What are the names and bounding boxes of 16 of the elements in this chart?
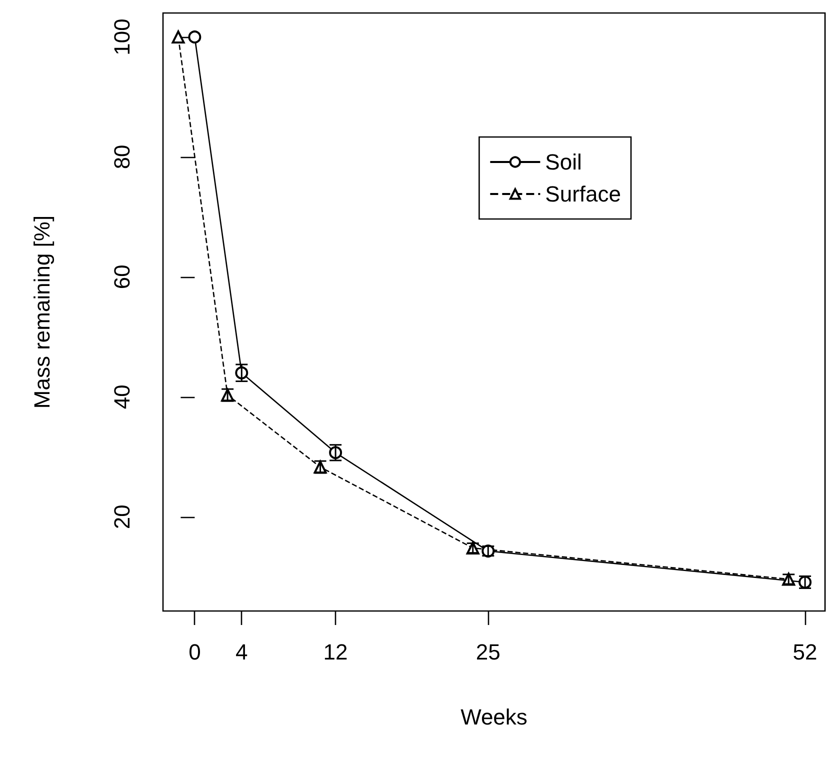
- x-tick-label: 52: [792, 640, 818, 664]
- x-tick-label: 12: [323, 640, 348, 664]
- point: [172, 30, 185, 44]
- legend-label: Soil: [545, 150, 582, 174]
- x-tick-label: 4: [236, 640, 248, 664]
- y-tick-label: 60: [110, 264, 134, 290]
- x-tick-label: 0: [188, 640, 201, 664]
- y-axis-title: Mass remaining [%]: [30, 215, 54, 409]
- y-tick-label: 80: [110, 144, 134, 170]
- x-tick-label: 25: [476, 640, 500, 664]
- y-tick-label: 40: [110, 384, 134, 410]
- x-axis-title: Weeks: [460, 704, 528, 730]
- y-tick-label: 100: [110, 18, 134, 56]
- legend-label: Surface: [545, 182, 622, 206]
- point: [188, 30, 202, 44]
- y-tick-label: 20: [110, 504, 134, 530]
